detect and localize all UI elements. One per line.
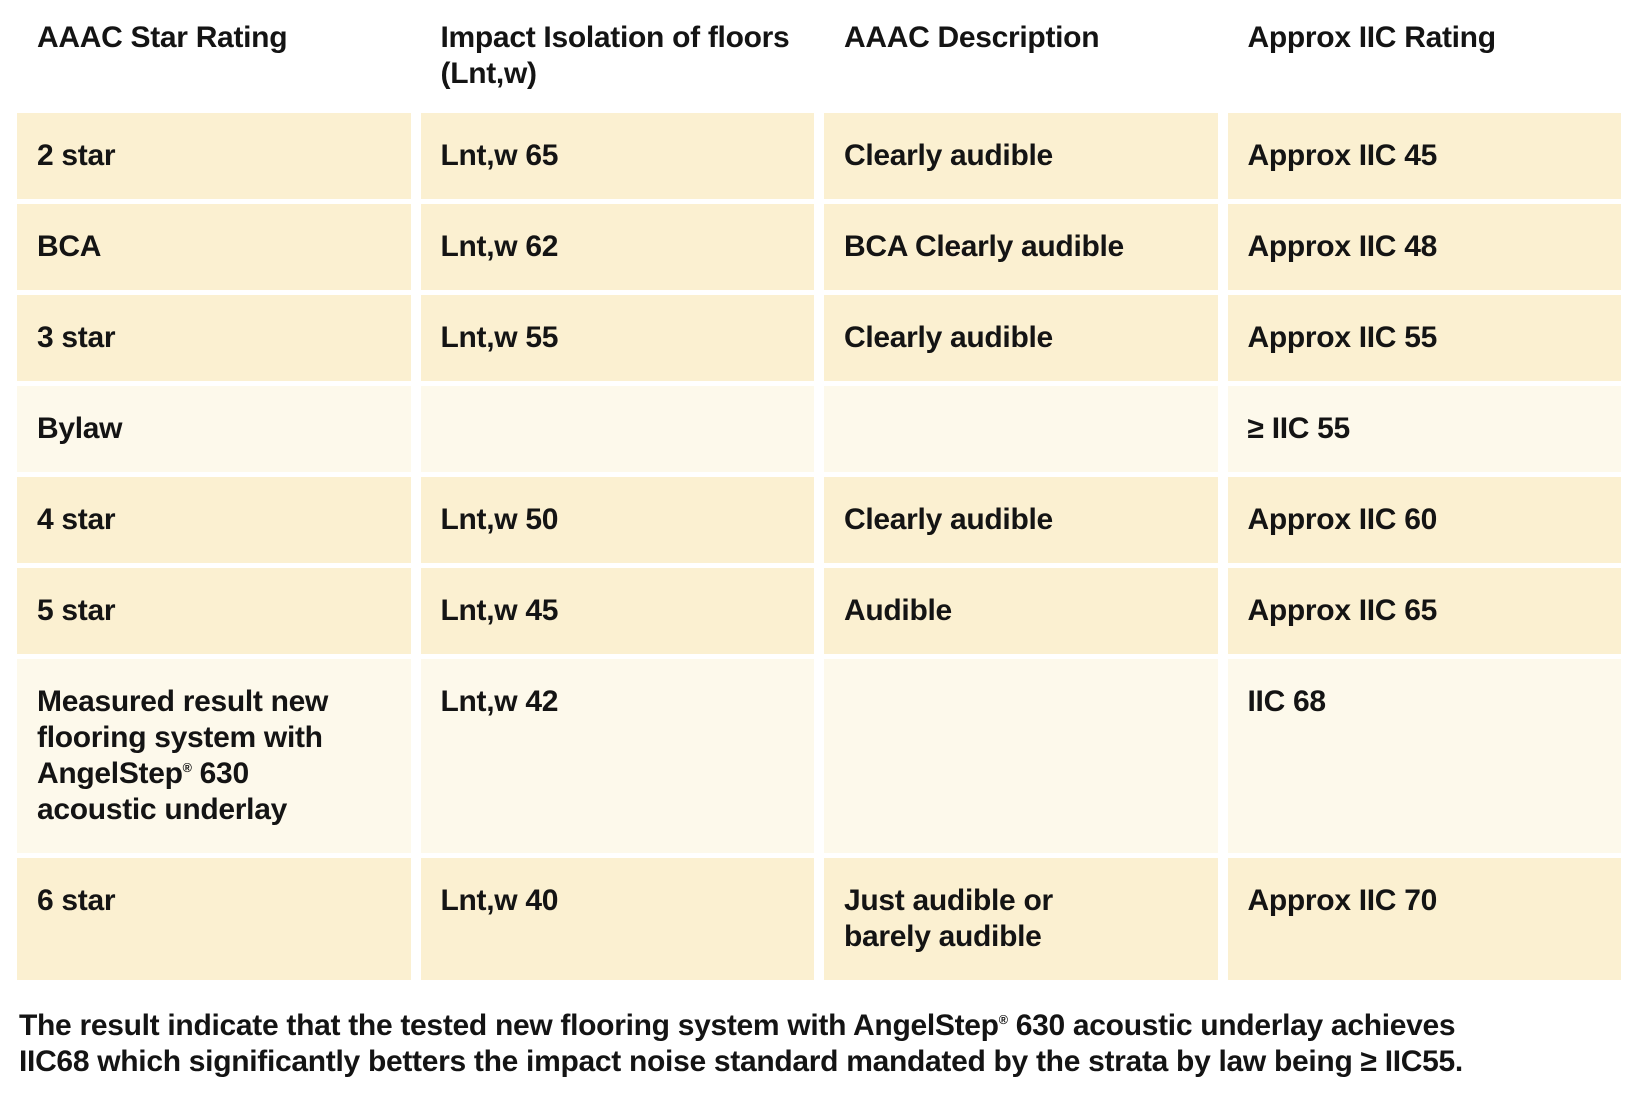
cell-description: Audible: [824, 568, 1218, 654]
cell-description: [824, 659, 1218, 853]
cell-description: Clearly audible: [824, 295, 1218, 381]
column-header-aaac-description: AAAC Description: [844, 21, 1100, 54]
cell-star-rating: 2 star: [17, 113, 411, 199]
cell-iic-rating: Approx IIC 60: [1227, 477, 1621, 563]
cell-iic-rating: Approx IIC 55: [1227, 295, 1621, 381]
cell-iic-rating: Approx IIC 70: [1227, 858, 1621, 980]
cell-star-rating: 6 star: [17, 858, 411, 980]
cell-impact-isolation: Lnt,w 65: [420, 113, 814, 199]
cell-star-rating: Bylaw: [17, 386, 411, 472]
cell-description: Just audible or barely audible: [824, 858, 1218, 980]
cell-iic-rating: Approx IIC 45: [1227, 113, 1621, 199]
cell-star-rating: BCA: [17, 204, 411, 290]
cell-iic-rating: Approx IIC 65: [1227, 568, 1621, 654]
cell-impact-isolation: Lnt,w 50: [420, 477, 814, 563]
cell-iic-rating: IIC 68: [1227, 659, 1621, 853]
cell-impact-isolation: Lnt,w 55: [420, 295, 814, 381]
column-header-approx-iic-rating: Approx IIC Rating: [1247, 21, 1497, 54]
column-header-aaac-star-rating: AAAC Star Rating: [37, 21, 288, 54]
cell-impact-isolation: Lnt,w 42: [420, 659, 814, 853]
cell-impact-isolation: [420, 386, 814, 472]
cell-iic-rating: ≥ IIC 55: [1227, 386, 1621, 472]
acoustic-rating-table: AAAC Star Rating Impact Isolation of flo…: [17, 20, 1621, 980]
cell-impact-isolation: Lnt,w 40: [420, 858, 814, 980]
cell-description: Clearly audible: [824, 113, 1218, 199]
cell-description: Clearly audible: [824, 477, 1218, 563]
cell-description: [824, 386, 1218, 472]
cell-star-rating: 4 star: [17, 477, 411, 563]
result-summary-text: The result indicate that the tested new …: [19, 1009, 1463, 1078]
cell-impact-isolation: Lnt,w 45: [420, 568, 814, 654]
cell-star-rating: 3 star: [17, 295, 411, 381]
cell-description: BCA Clearly audible: [824, 204, 1218, 290]
cell-iic-rating: Approx IIC 48: [1227, 204, 1621, 290]
cell-star-rating: Measured result new flooring system with…: [17, 659, 411, 853]
cell-star-rating: 5 star: [17, 568, 411, 654]
cell-impact-isolation: Lnt,w 62: [420, 204, 814, 290]
column-header-impact-isolation: Impact Isolation of floors (Lnt,w): [440, 21, 790, 90]
